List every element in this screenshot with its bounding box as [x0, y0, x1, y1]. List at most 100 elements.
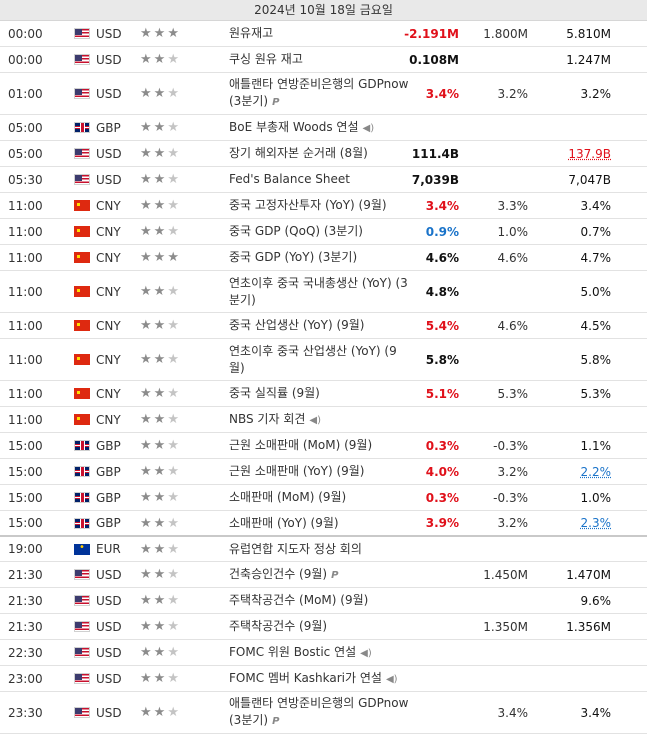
event-name[interactable]: 근원 소매판매 (MoM) (9월) [229, 438, 373, 452]
flag-cn-icon [74, 200, 90, 211]
event-name[interactable]: 근원 소매판매 (YoY) (9월) [229, 464, 365, 478]
importance-stars: ★ ★ ★ [140, 614, 200, 639]
flag-cn-icon [74, 414, 90, 425]
importance-stars: ★ ★ ★ [140, 588, 200, 613]
event-name[interactable]: BoE 부총재 Woods 연설 [229, 119, 359, 134]
forecast-value: 1.800M [483, 26, 528, 41]
event-row[interactable]: 11:00 CNY ★ ★ ★ NBS 기자 회견 ◀) [0, 407, 647, 433]
currency-code: GBP [96, 438, 121, 453]
event-name[interactable]: 연초이후 중국 국내총생산 (YoY) (3분기) [229, 275, 408, 307]
event-name[interactable]: 주택착공건수 (MoM) (9월) [229, 593, 369, 607]
event-row[interactable]: 11:00 CNY ★ ★ ★ 중국 산업생산 (YoY) (9월) 5.4% 4.6% 4.5… [0, 313, 647, 339]
importance-stars: ★ ★ ★ [140, 459, 200, 484]
currency-code: USD [96, 172, 122, 187]
actual-value: 3.4% [425, 198, 459, 213]
star-icon: ★ [140, 198, 152, 213]
event-name[interactable]: 주택착공건수 (9월) [229, 619, 328, 633]
event-row[interactable]: 15:00 GBP ★ ★ ★ 소매판매 (YoY) (9월) 3.9% 3.2% 2.3% [0, 511, 647, 537]
star-icon: ★ [167, 86, 179, 101]
event-row[interactable]: 00:00 USD ★ ★ ★ 원유재고 -2.191M 1.800M 5.810M [0, 21, 647, 47]
event-row[interactable]: 21:30 USD ★ ★ ★ 건축승인건수 (9월) P 1.450M 1.470M [0, 562, 647, 588]
event-name[interactable]: Fed's Balance Sheet [229, 172, 350, 186]
event-row[interactable]: 05:00 GBP ★ ★ ★ BoE 부총재 Woods 연설 ◀) [0, 115, 647, 141]
star-icon: ★ [140, 671, 152, 686]
event-cell: 쿠싱 원유 재고 [229, 47, 409, 72]
currency-code: USD [96, 26, 122, 41]
event-row[interactable]: 11:00 CNY ★ ★ ★ 중국 고정자산투자 (YoY) (9월) 3.4% 3.3% 3… [0, 193, 647, 219]
event-name[interactable]: 중국 산업생산 (YoY) (9월) [229, 318, 365, 332]
actual-value [379, 562, 459, 587]
country-flag [74, 339, 90, 380]
star-icon: ★ [140, 146, 152, 161]
star-icon: ★ [153, 86, 166, 101]
star-icon: ★ [140, 515, 152, 531]
event-name[interactable]: 소매판매 (YoY) (9월) [229, 515, 339, 530]
event-cell: 주택착공건수 (MoM) (9월) [229, 588, 409, 613]
event-row[interactable]: 11:00 CNY ★ ★ ★ 연초이후 중국 국내총생산 (YoY) (3분기) 4.8%… [0, 271, 647, 313]
star-icon: ★ [153, 172, 166, 187]
event-row[interactable]: 21:30 USD ★ ★ ★ 주택착공건수 (9월) 1.350M 1.356M [0, 614, 647, 640]
event-name[interactable]: 유럽연합 지도자 정상 회의 [229, 541, 362, 556]
country-flag [74, 692, 90, 733]
forecast-value [448, 640, 528, 665]
currency-code: CNY [96, 386, 121, 401]
flag-cn-icon [74, 252, 90, 263]
event-row[interactable]: 22:30 USD ★ ★ ★ FOMC 위원 Bostic 연설 ◀) [0, 640, 647, 666]
event-name[interactable]: 중국 GDP (QoQ) (3분기) [229, 224, 363, 238]
event-row[interactable]: 11:00 CNY ★ ★ ★ 중국 GDP (QoQ) (3분기) 0.9% 1.0% 0.7… [0, 219, 647, 245]
currency-code: GBP [96, 464, 121, 479]
event-time: 15:00 [8, 490, 43, 505]
forecast-value [448, 271, 528, 312]
event-name[interactable]: 원유재고 [229, 26, 274, 40]
event-row[interactable]: 15:00 GBP ★ ★ ★ 근원 소매판매 (YoY) (9월) 4.0% 3.2% 2.2… [0, 459, 647, 485]
star-icon: ★ [153, 490, 166, 505]
event-name[interactable]: 애틀랜타 연방준비은행의 GDPnow (3분기) [229, 77, 409, 108]
event-row[interactable]: 11:00 CNY ★ ★ ★ 중국 실직률 (9월) 5.1% 5.3% 5.3% [0, 381, 647, 407]
previous-value: 3.4% [580, 705, 612, 720]
star-icon: ★ [167, 567, 179, 582]
event-name[interactable]: 쿠싱 원유 재고 [229, 52, 303, 66]
event-name[interactable]: NBS 기자 회견 [229, 411, 306, 426]
event-name[interactable]: 중국 실직률 (9월) [229, 386, 320, 400]
event-row[interactable]: 19:00EUR★★★유럽연합 지도자 정상 회의 [0, 537, 647, 562]
event-name[interactable]: 애틀랜타 연방준비은행의 GDPnow (3분기) [229, 696, 409, 727]
star-icon: ★ [153, 567, 166, 582]
forecast-value [448, 537, 528, 561]
event-cell: 중국 실직률 (9월) [229, 381, 409, 406]
event-name[interactable]: 연초이후 중국 산업생산 (YoY) (9월) [229, 343, 397, 375]
event-row[interactable]: 21:30 USD ★ ★ ★ 주택착공건수 (MoM) (9월) 9.6% [0, 588, 647, 614]
event-row[interactable]: 23:30 USD ★ ★ ★ 애틀랜타 연방준비은행의 GDPnow (3분기) P 3.4… [0, 692, 647, 734]
event-row[interactable]: 05:00 USD ★ ★ ★ 장기 해외자본 순거래 (8월) 111.4B 137.9B [0, 141, 647, 167]
actual-value: 0.108M [409, 52, 459, 67]
event-name[interactable]: FOMC 멤버 Kashkari가 연설 [229, 670, 382, 685]
star-icon: ★ [153, 52, 166, 67]
event-name[interactable]: 중국 고정자산투자 (YoY) (9월) [229, 198, 387, 212]
event-row[interactable]: 11:00 CNY ★ ★ ★ 중국 GDP (YoY) (3분기) 4.6% 4.6% 4.7… [0, 245, 647, 271]
event-row[interactable]: 11:00 CNY ★ ★ ★ 연초이후 중국 산업생산 (YoY) (9월) 5.8% 5.… [0, 339, 647, 381]
currency-code: GBP [96, 490, 121, 505]
event-row[interactable]: 23:00 USD ★ ★ ★ FOMC 멤버 Kashkari가 연설 ◀) [0, 666, 647, 692]
event-row[interactable]: 15:00 GBP ★ ★ ★ 소매판매 (MoM) (9월) 0.3% -0.3% 1.0% [0, 485, 647, 511]
event-name[interactable]: 중국 GDP (YoY) (3분기) [229, 250, 358, 264]
actual-value [379, 407, 459, 432]
event-row[interactable]: 00:00 USD ★ ★ ★ 쿠싱 원유 재고 0.108M 1.247M [0, 47, 647, 73]
event-row[interactable]: 15:00 GBP ★ ★ ★ 근원 소매판매 (MoM) (9월) 0.3% -0.3% 1.… [0, 433, 647, 459]
previous-value: 9.6% [580, 593, 612, 608]
currency-code: USD [96, 705, 122, 720]
event-name[interactable]: 소매판매 (MoM) (9월) [229, 490, 347, 504]
event-time: 11:00 [8, 352, 43, 367]
star-icon: ★ [167, 198, 179, 213]
event-time: 00:00 [8, 26, 43, 41]
event-name[interactable]: 장기 해외자본 순거래 (8월) [229, 146, 368, 160]
currency-code: USD [96, 593, 122, 608]
event-row[interactable]: 01:00 USD ★ ★ ★ 애틀랜타 연방준비은행의 GDPnow (3분기) P 3.4… [0, 73, 647, 115]
event-name[interactable]: FOMC 위원 Bostic 연설 [229, 644, 357, 659]
importance-stars: ★ ★ ★ [140, 339, 200, 380]
event-name[interactable]: 건축승인건수 (9월) [229, 566, 328, 581]
event-row[interactable]: 05:30 USD ★ ★ ★ Fed's Balance Sheet 7,039B 7,04… [0, 167, 647, 193]
currency-code: GBP [96, 120, 121, 135]
importance-stars: ★ ★ ★ [140, 692, 200, 733]
previous-value: 4.7% [580, 250, 612, 265]
forecast-value: 5.3% [497, 386, 529, 401]
country-flag [74, 562, 90, 587]
